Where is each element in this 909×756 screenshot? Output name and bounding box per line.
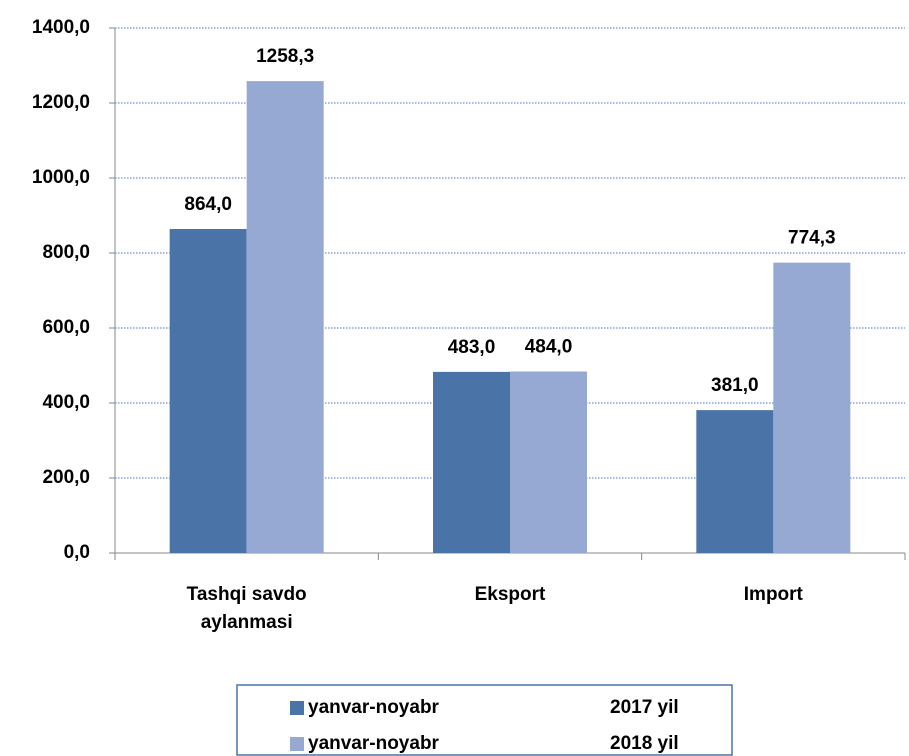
bar (433, 371, 510, 553)
x-tick-label: Eksport (475, 584, 546, 605)
value-label: 484,0 (525, 337, 573, 358)
y-tick-label: 800,0 (42, 242, 90, 263)
legend-swatch (290, 701, 304, 715)
x-tick-label: Tashqi savdo aylanmasi (187, 584, 307, 633)
y-tick-label: 600,0 (42, 317, 90, 338)
x-tick-label-line: Tashqi savdo (187, 584, 307, 605)
legend-label-part: 2017 yil (610, 697, 679, 718)
bar (510, 371, 587, 553)
y-tick-label: 400,0 (42, 392, 90, 413)
value-label: 774,3 (788, 228, 836, 249)
legend-label-part: yanvar-noyabr (308, 697, 440, 718)
legend-label: yanvar-noyabr 2017 yil (308, 697, 679, 718)
legend-swatch (290, 737, 304, 751)
bar (169, 229, 247, 553)
x-tick-label: Import (744, 584, 804, 605)
bar (246, 81, 324, 553)
y-tick-label: 200,0 (42, 467, 90, 488)
bar (696, 410, 774, 553)
y-tick-label: 0,0 (64, 542, 90, 563)
value-label: 1258,3 (256, 46, 314, 67)
y-tick-label: 1200,0 (32, 92, 90, 113)
legend-label: yanvar-noyabr 2018 yil (308, 733, 679, 754)
y-tick-label: 1400,0 (32, 17, 90, 38)
y-tick-label: 1000,0 (32, 167, 90, 188)
x-tick-label-line: aylanmasi (201, 612, 293, 633)
bar (773, 262, 851, 553)
value-label: 864,0 (184, 194, 232, 215)
value-label: 381,0 (711, 375, 759, 396)
legend-label-part: yanvar-noyabr (308, 733, 440, 754)
value-label: 483,0 (448, 337, 496, 358)
legend-label-part: 2018 yil (610, 733, 679, 754)
legend-box (236, 684, 733, 756)
